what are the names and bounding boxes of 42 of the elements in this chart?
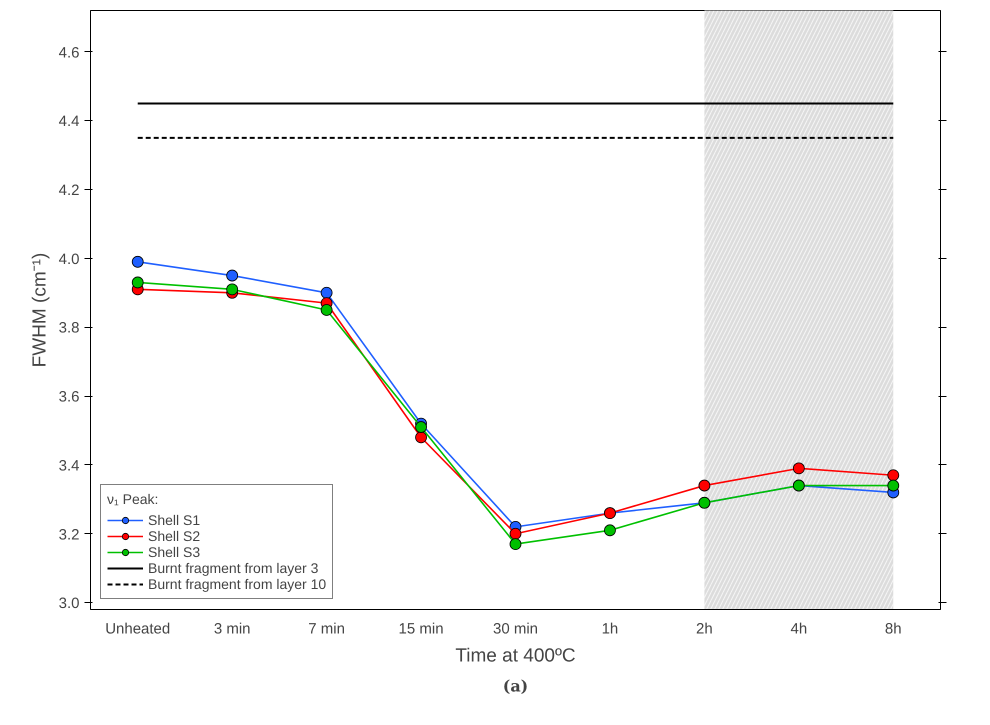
x-tick-label: 30 min xyxy=(492,620,538,638)
x-tick-label: 2h xyxy=(696,620,713,638)
x-axis-title: Time at 400ºC xyxy=(455,646,576,666)
text: (a) xyxy=(502,676,528,696)
point xyxy=(415,421,427,433)
x-tick-label: 8h xyxy=(884,620,902,638)
x-tick-label: 4h xyxy=(790,620,808,638)
point xyxy=(698,480,710,492)
legend-label: Shell S1 xyxy=(148,512,200,528)
point xyxy=(320,304,333,316)
y-tick-label: 3.8 xyxy=(58,320,80,337)
point xyxy=(226,283,238,296)
point xyxy=(132,276,144,288)
point xyxy=(887,480,900,492)
y-tick-label: 4.0 xyxy=(58,250,80,268)
y-tick-label: 3.4 xyxy=(58,457,80,474)
legend-label: Burnt fragment from layer 10 xyxy=(148,576,326,592)
legend-title: ν₁ Peak: xyxy=(107,491,160,507)
y-tick-label: 3.0 xyxy=(58,595,80,612)
point xyxy=(604,524,616,536)
point xyxy=(415,431,427,444)
x-tick-label: Unheated xyxy=(105,620,170,638)
x-tick-label: 7 min xyxy=(308,620,345,638)
y-tick-label: 4.2 xyxy=(58,182,80,200)
x-tick-label: 15 min xyxy=(398,620,444,638)
point xyxy=(887,469,900,482)
y-axis-title: FWHM (cm⁻¹) xyxy=(30,252,51,368)
x-tick-label: 3 min xyxy=(214,620,251,638)
legend-label: Burnt fragment from layer 3 xyxy=(148,560,318,576)
point xyxy=(510,538,522,550)
point xyxy=(792,462,805,474)
y-tick-label: 3.6 xyxy=(58,388,80,406)
point xyxy=(320,286,333,299)
x-tick-label: 1h xyxy=(602,620,618,638)
point xyxy=(510,528,522,540)
point xyxy=(132,256,144,268)
y-tick-label: 4.6 xyxy=(58,44,80,62)
legend-label: Shell S2 xyxy=(148,528,200,544)
legend-label: Shell S3 xyxy=(148,544,200,560)
y-tick-label: 3.2 xyxy=(58,526,80,544)
point xyxy=(226,270,238,282)
y-tick-label: 4.4 xyxy=(58,113,80,130)
